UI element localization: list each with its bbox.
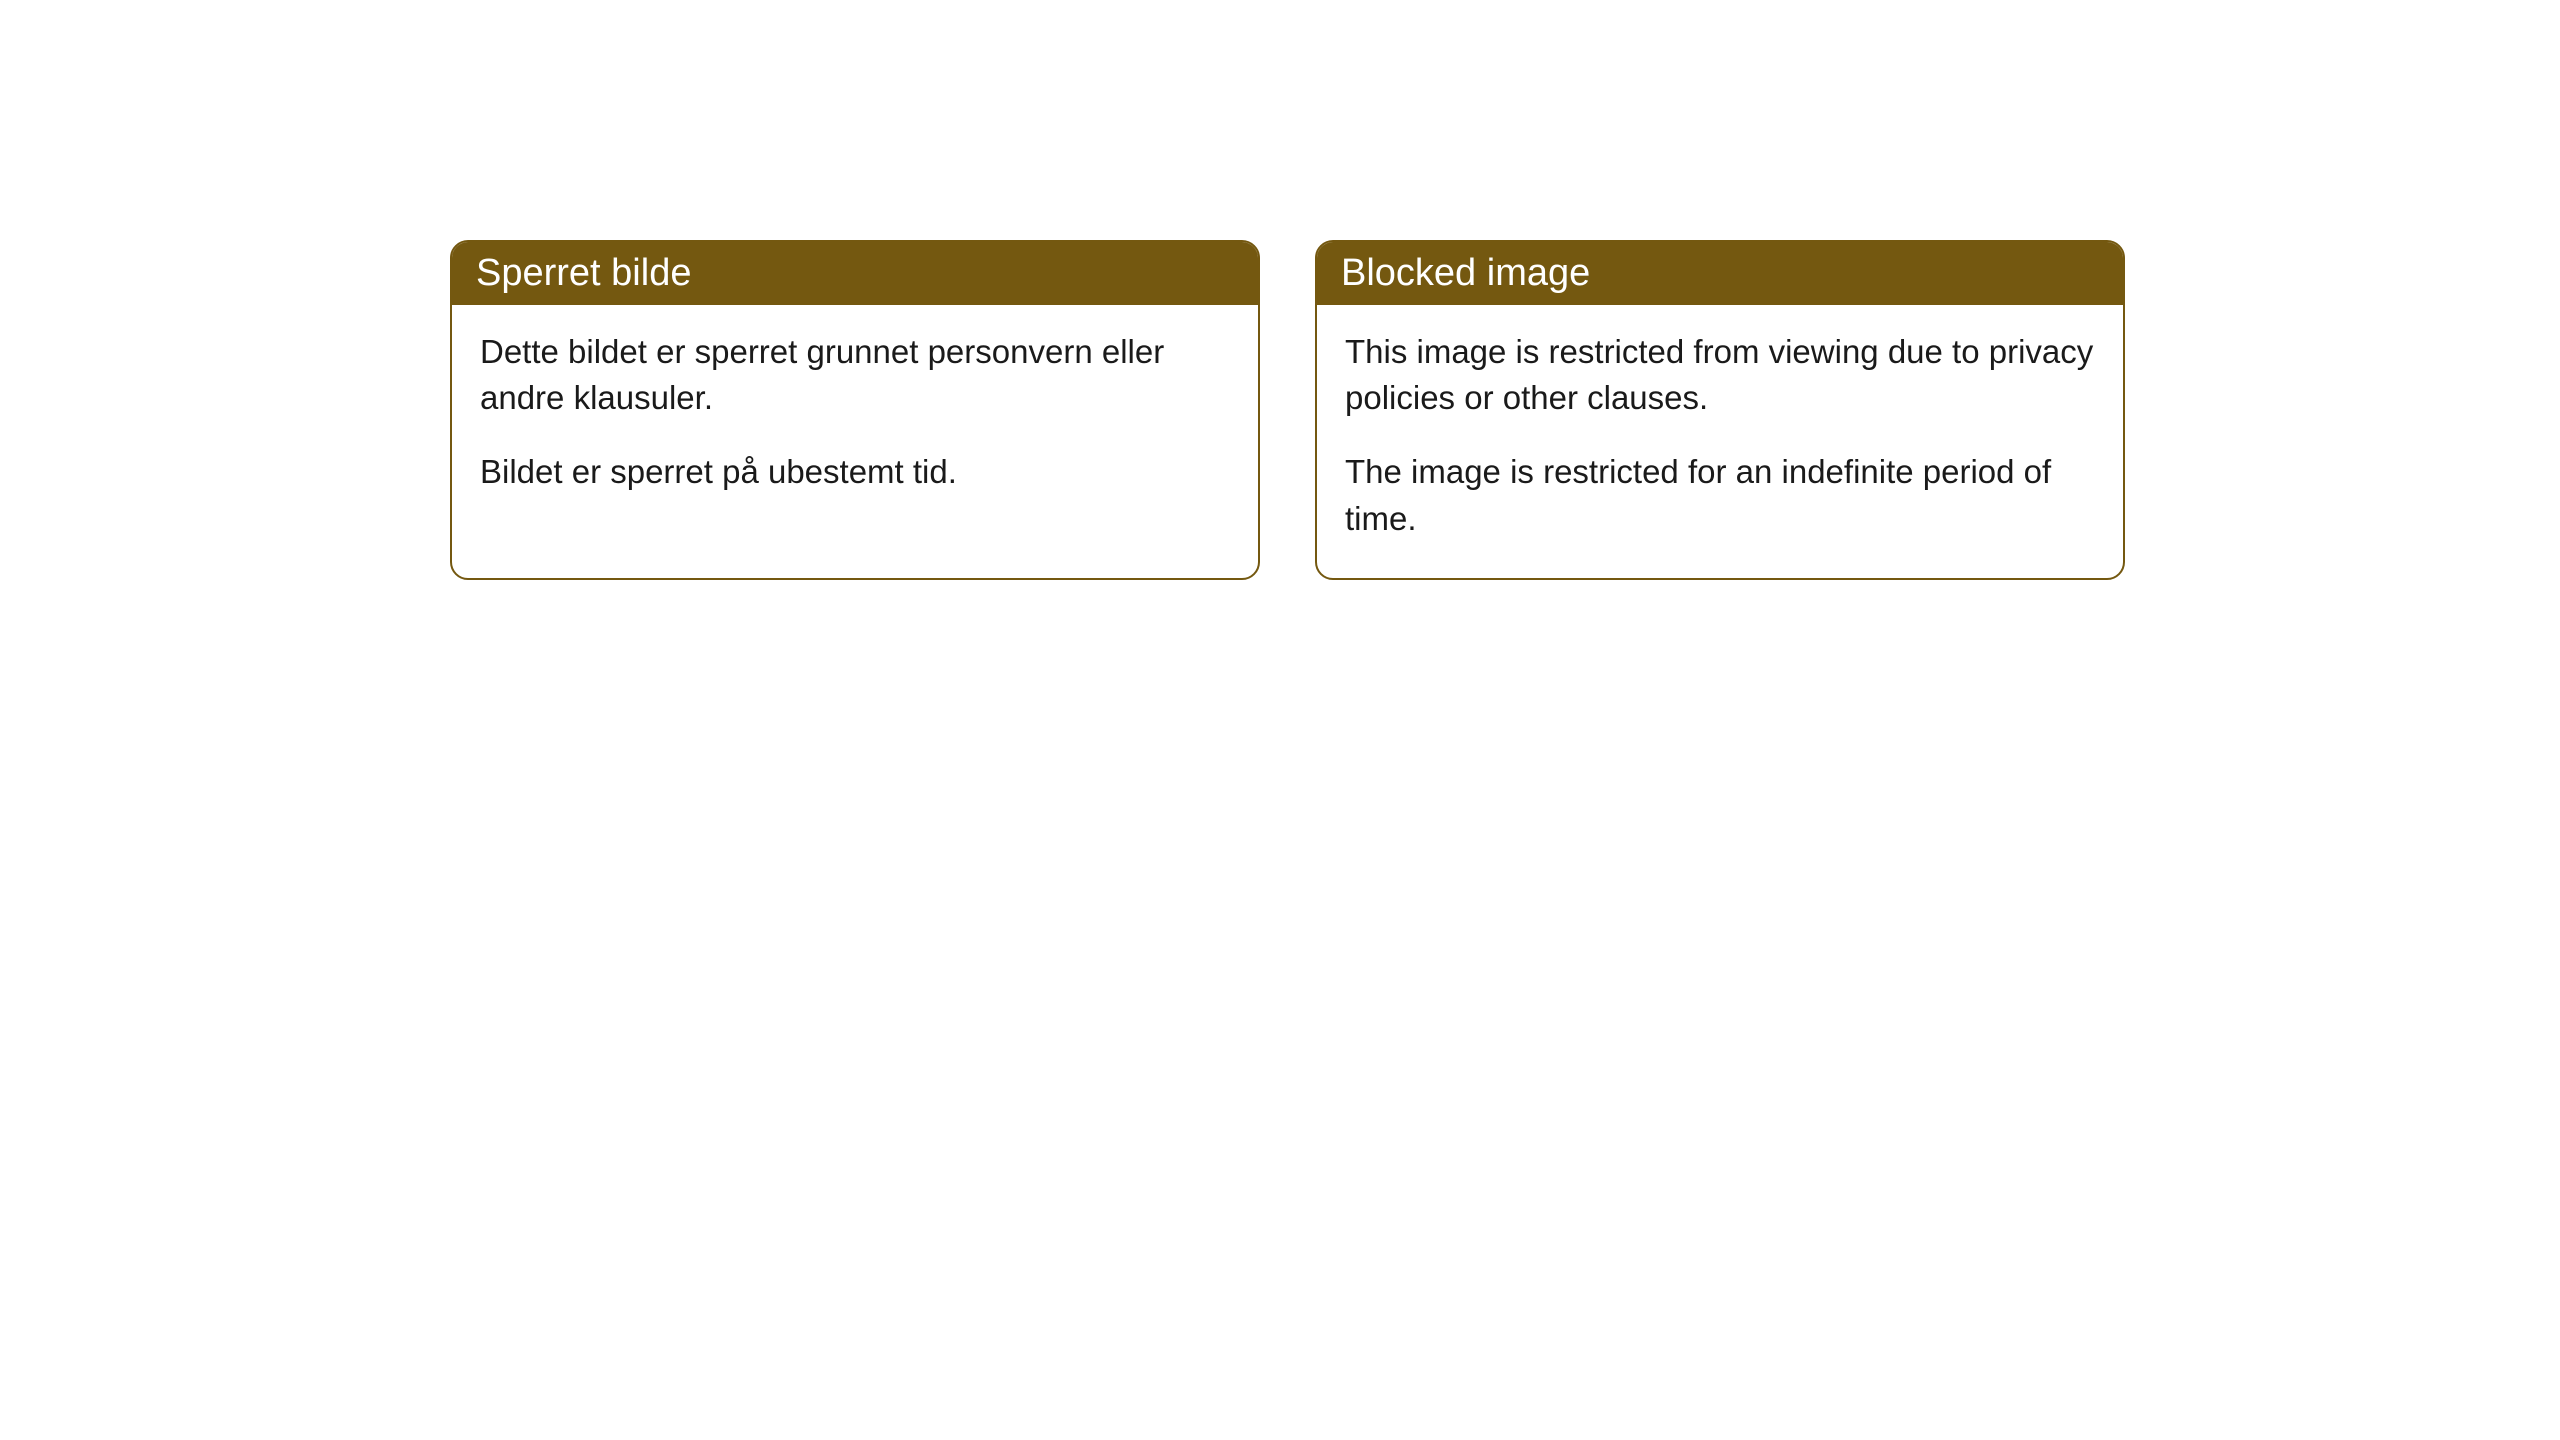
notice-card-english: Blocked image This image is restricted f… bbox=[1315, 240, 2125, 580]
notice-container: Sperret bilde Dette bildet er sperret gr… bbox=[450, 240, 2125, 580]
notice-title-norwegian: Sperret bilde bbox=[476, 252, 691, 294]
notice-text-english-1: This image is restricted from viewing du… bbox=[1345, 329, 2095, 421]
notice-text-norwegian-2: Bildet er sperret på ubestemt tid. bbox=[480, 449, 1230, 495]
notice-title-english: Blocked image bbox=[1341, 252, 1590, 294]
notice-header-norwegian: Sperret bilde bbox=[452, 242, 1258, 305]
notice-body-english: This image is restricted from viewing du… bbox=[1317, 305, 2123, 578]
notice-text-english-2: The image is restricted for an indefinit… bbox=[1345, 449, 2095, 541]
notice-body-norwegian: Dette bildet er sperret grunnet personve… bbox=[452, 305, 1258, 532]
notice-text-norwegian-1: Dette bildet er sperret grunnet personve… bbox=[480, 329, 1230, 421]
notice-header-english: Blocked image bbox=[1317, 242, 2123, 305]
notice-card-norwegian: Sperret bilde Dette bildet er sperret gr… bbox=[450, 240, 1260, 580]
